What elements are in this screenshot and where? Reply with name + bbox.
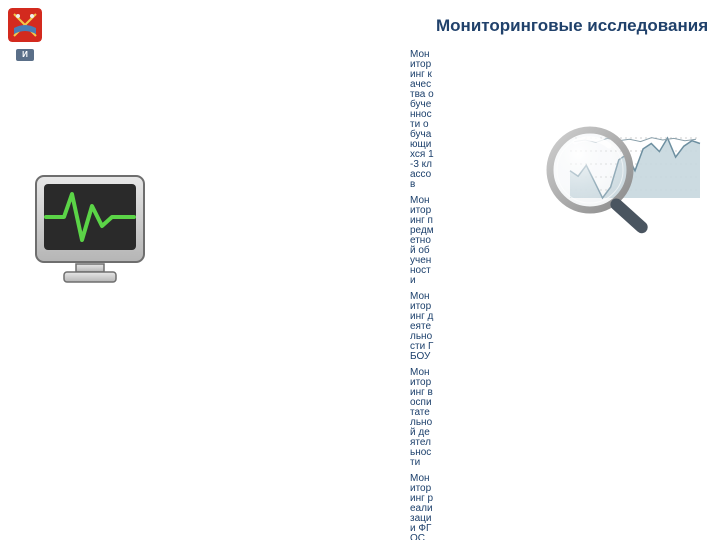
chart-magnifier-icon: [520, 120, 710, 260]
text-item: Мониторинг деятельности ГБОУ: [410, 292, 434, 362]
logo-sub-badge: И: [16, 49, 34, 61]
shield-icon: [8, 8, 42, 42]
page-title: Мониторинговые исследования: [436, 16, 708, 36]
text-item: Мониторинг воспитательной деятельности: [410, 368, 434, 468]
text-column: Мониторинг качества обученности обучающи…: [410, 50, 434, 540]
text-item: Мониторинг предметной обученности: [410, 196, 434, 286]
text-item: Мониторинг качества обученности обучающи…: [410, 50, 434, 190]
monitor-pulse-icon: [30, 170, 150, 290]
logo: И: [8, 8, 42, 54]
text-item: Мониторинг реализации ФГОС: [410, 474, 434, 540]
